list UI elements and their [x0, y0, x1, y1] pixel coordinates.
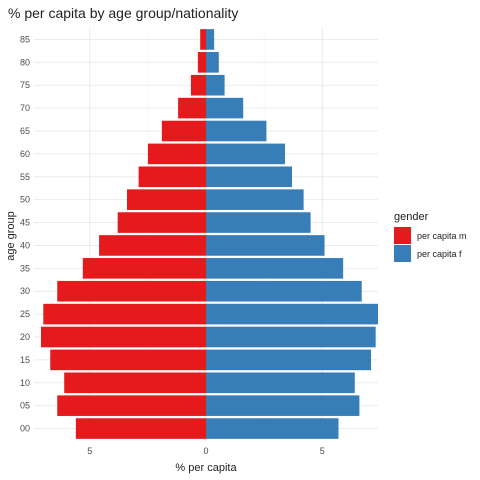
bar-per-capita-m-15 — [50, 349, 207, 371]
bar-per-capita-f-15 — [206, 349, 372, 371]
y-tick-label-45: 45 — [20, 218, 30, 228]
y-tick-label-20: 20 — [20, 332, 30, 342]
y-tick-labels: 00 05 10 15 20 25 30 35 40 45 50 55 60 65 70 75 80 85 — [20, 34, 30, 433]
legend-title: gender — [394, 211, 429, 223]
bar-per-capita-m-00 — [75, 418, 207, 439]
y-tick-label-25: 25 — [20, 309, 30, 319]
y-tick-label-40: 40 — [20, 240, 30, 250]
bar-per-capita-f-30 — [206, 280, 362, 302]
y-tick-label-85: 85 — [20, 34, 30, 44]
bar-per-capita-m-85 — [200, 29, 206, 50]
bar-per-capita-m-25 — [43, 303, 206, 325]
bar-per-capita-f-20 — [206, 326, 376, 348]
y-tick-label-55: 55 — [20, 172, 30, 182]
bar-per-capita-m-80 — [197, 52, 206, 73]
y-tick-label-35: 35 — [20, 263, 30, 273]
bar-per-capita-m-55 — [138, 166, 206, 188]
x-tick-label: 5 — [87, 446, 92, 456]
y-tick-label-60: 60 — [20, 149, 30, 159]
y-tick-label-70: 70 — [20, 103, 30, 113]
y-tick-label-50: 50 — [20, 195, 30, 205]
bar-per-capita-f-05 — [206, 395, 360, 416]
y-tick-label-15: 15 — [20, 355, 30, 365]
bars — [40, 29, 378, 439]
bar-per-capita-f-00 — [206, 418, 339, 439]
x-tick-labels: 5 0 5 — [87, 446, 324, 456]
bar-per-capita-m-75 — [190, 74, 206, 96]
bar-per-capita-m-70 — [178, 97, 206, 119]
bar-per-capita-f-25 — [206, 303, 378, 325]
bar-per-capita-m-05 — [57, 395, 207, 416]
bar-per-capita-m-20 — [40, 326, 206, 348]
y-tick-label-00: 00 — [20, 424, 30, 434]
chart-title: % per capita by age group/nationality — [8, 5, 238, 21]
bar-per-capita-f-60 — [206, 143, 286, 165]
y-tick-label-65: 65 — [20, 126, 30, 136]
bar-per-capita-m-40 — [99, 235, 206, 256]
bar-per-capita-f-10 — [206, 372, 355, 394]
bar-per-capita-m-35 — [82, 258, 206, 279]
legend-key-per-capita-f — [394, 245, 411, 262]
bar-per-capita-f-70 — [206, 97, 244, 119]
y-tick-label-75: 75 — [20, 80, 30, 90]
bar-per-capita-f-65 — [206, 120, 267, 142]
bar-per-capita-f-75 — [206, 74, 225, 96]
bar-per-capita-m-45 — [117, 212, 206, 233]
legend-key-per-capita-m — [394, 227, 411, 244]
y-axis-label: age group — [5, 211, 17, 261]
x-axis-label: % per capita — [175, 462, 237, 474]
y-tick-label-10: 10 — [20, 378, 30, 388]
bar-per-capita-m-30 — [57, 280, 207, 302]
bar-per-capita-m-65 — [161, 120, 206, 142]
bar-per-capita-f-85 — [206, 29, 215, 50]
x-tick-label: 0 — [203, 446, 208, 456]
bar-per-capita-f-45 — [206, 212, 311, 233]
x-tick-label: 5 — [320, 446, 325, 456]
bar-per-capita-f-35 — [206, 258, 344, 279]
bar-per-capita-m-10 — [64, 372, 206, 394]
bar-per-capita-m-60 — [147, 143, 206, 165]
y-tick-label-05: 05 — [20, 401, 30, 411]
legend-label-per-capita-m: per capita m — [417, 231, 467, 241]
y-tick-label-80: 80 — [20, 57, 30, 67]
bar-per-capita-m-50 — [126, 189, 206, 210]
bar-per-capita-f-50 — [206, 189, 304, 210]
legend-label-per-capita-f: per capita f — [417, 249, 462, 259]
bar-per-capita-f-55 — [206, 166, 292, 188]
y-tick-label-30: 30 — [20, 286, 30, 296]
legend: gender per capita m per capita f — [394, 211, 467, 262]
bar-per-capita-f-80 — [206, 52, 219, 73]
bar-per-capita-f-40 — [206, 235, 325, 256]
